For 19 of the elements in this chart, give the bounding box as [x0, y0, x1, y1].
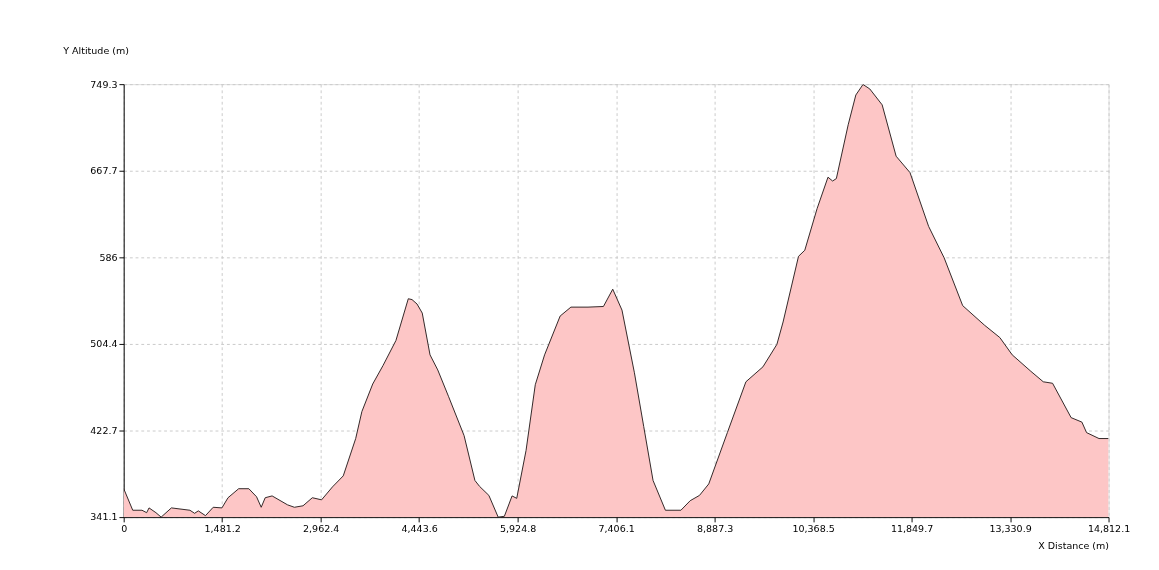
y-tick-label: 422.7 — [90, 424, 118, 436]
y-tick-label: 667.7 — [90, 165, 118, 177]
y-tick-label: 586 — [99, 251, 118, 263]
x-tick-label: 11,849.7 — [890, 522, 934, 534]
x-tick-label: 10,368.5 — [792, 522, 835, 534]
y-tick-label: 341.1 — [90, 511, 118, 523]
y-tick-label: 749.3 — [90, 78, 118, 90]
x-axis-title: X Distance (m) — [1038, 540, 1110, 552]
x-tick-label: 0 — [121, 522, 128, 534]
x-tick-label: 4,443.6 — [401, 522, 438, 534]
x-tick-label: 13,330.9 — [989, 522, 1032, 534]
x-tick-label: 8,887.3 — [696, 522, 734, 534]
x-tick-label: 1,481.2 — [204, 522, 241, 534]
x-tick-label: 2,962.4 — [303, 522, 340, 534]
y-tick-label: 504.4 — [90, 338, 118, 350]
x-tick-label: 14,812.1 — [1087, 522, 1131, 534]
x-tick-label: 5,924.8 — [499, 522, 537, 534]
x-tick-label: 7,406.1 — [598, 522, 635, 534]
y-axis-title: Y Altitude (m) — [62, 45, 129, 57]
